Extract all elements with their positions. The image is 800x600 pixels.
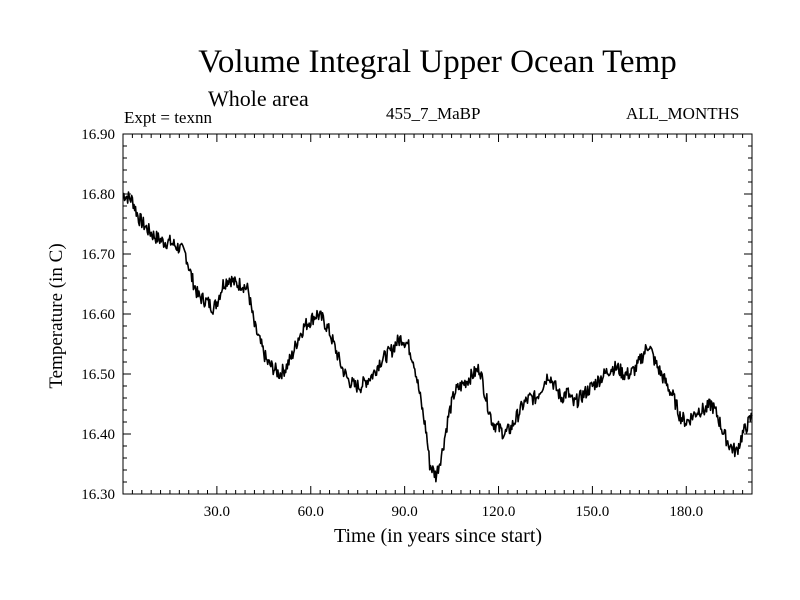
x-tick-label: 180.0 (669, 504, 703, 520)
x-tick-label: 90.0 (392, 504, 418, 520)
x-tick-label: 120.0 (482, 504, 516, 520)
x-tick-label: 30.0 (204, 504, 230, 520)
x-axis-label: Time (in years since start) (333, 525, 543, 547)
x-tick-label: 60.0 (298, 504, 324, 520)
months-label: ALL_MONTHS (626, 104, 740, 123)
y-tick-label: 16.50 (81, 367, 115, 383)
x-tick-label: 150.0 (576, 504, 610, 520)
y-tick-label: 16.30 (81, 487, 115, 503)
y-tick-label: 16.80 (81, 187, 115, 203)
plot-frame (122, 133, 753, 495)
y-tick-label: 16.60 (81, 307, 115, 323)
y-tick-label: 16.90 (81, 127, 115, 143)
run-id-label: 455_7_MaBP (386, 104, 481, 123)
chart-subtitle: Whole area (208, 86, 309, 111)
y-tick-label: 16.70 (81, 247, 115, 263)
chart-title: Volume Integral Upper Ocean Temp (198, 44, 677, 80)
experiment-label: Expt = texnn (124, 108, 212, 127)
y-tick-label: 16.40 (81, 427, 115, 443)
series-line (122, 191, 753, 483)
